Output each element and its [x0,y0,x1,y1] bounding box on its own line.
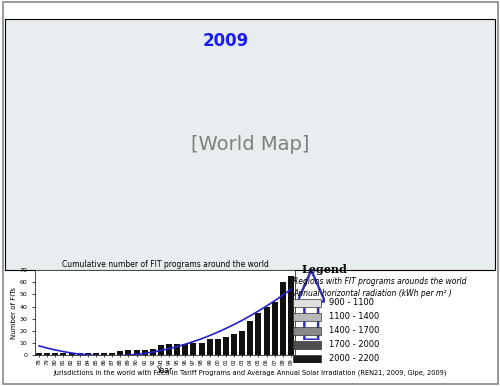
Bar [256,313,262,355]
Bar [248,321,254,355]
Bar [239,331,245,355]
Bar [52,353,59,355]
Polygon shape [298,270,325,340]
Bar [44,353,50,355]
Bar [294,341,320,349]
Bar [264,306,270,355]
Text: Annual horizontal radiation (kWh per m² ): Annual horizontal radiation (kWh per m² … [294,289,452,298]
Text: 2009: 2009 [202,32,248,50]
Bar [272,302,278,355]
Bar [76,353,82,355]
Bar [101,353,107,355]
Y-axis label: Number of FITs: Number of FITs [10,287,16,339]
Bar [190,343,196,355]
Text: 900 - 1100: 900 - 1100 [329,298,374,307]
Bar [198,343,204,355]
X-axis label: Year: Year [157,366,173,375]
Bar [294,355,320,363]
Title: Cumulative number of FIT programs around the world: Cumulative number of FIT programs around… [62,261,268,269]
Bar [158,345,164,355]
Text: 1400 - 1700: 1400 - 1700 [329,326,380,335]
Bar [68,353,74,355]
Bar [60,353,66,355]
Bar [280,282,286,355]
Text: [World Map]: [World Map] [191,135,309,154]
Bar [231,335,237,355]
Text: 1100 - 1400: 1100 - 1400 [329,312,380,321]
Bar [206,339,212,355]
Bar [93,353,99,355]
Text: Jurisdictions in the world with Feed-in Tariff Programs and Average Annual Solar: Jurisdictions in the world with Feed-in … [53,370,447,376]
Bar [118,352,124,355]
Bar [174,344,180,355]
Bar [142,350,148,355]
Bar [36,353,42,355]
Bar [150,349,156,355]
Bar [85,353,91,355]
Bar [166,344,172,355]
Bar [126,350,132,355]
Bar [223,337,229,355]
Bar [294,327,320,335]
Text: 2000 - 2200: 2000 - 2200 [329,354,380,363]
Text: Regions with FIT programs arounds the world: Regions with FIT programs arounds the wo… [294,276,467,286]
Bar [182,344,188,355]
Text: 1700 - 2000: 1700 - 2000 [329,340,380,349]
Bar [215,339,221,355]
Bar [288,276,294,355]
Text: Legend: Legend [302,264,348,276]
Bar [134,350,140,355]
Bar [294,299,320,307]
Bar [294,313,320,321]
Bar [109,353,115,355]
